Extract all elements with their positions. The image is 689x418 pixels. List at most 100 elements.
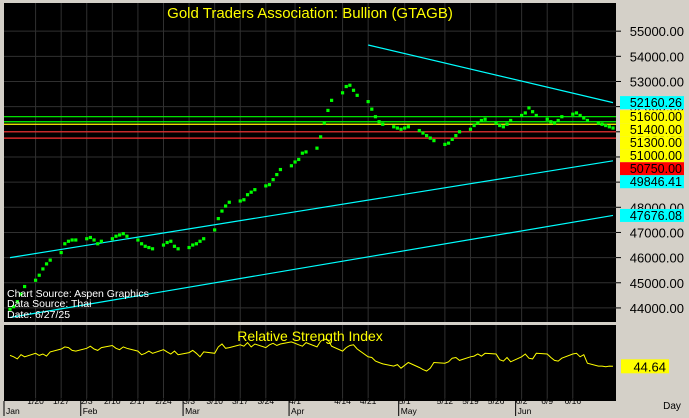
date-tick-label: 4/21 (360, 396, 377, 406)
price-point (377, 120, 381, 124)
date-tick-label: 5/1 (399, 396, 411, 406)
trendline[interactable] (9, 214, 614, 319)
price-axis-label: 46000.00 (630, 251, 684, 266)
price-point (392, 125, 396, 129)
price-level-tag-label: 51300.00 (630, 136, 682, 150)
price-point (92, 238, 96, 242)
date-tick-label: 4/1 (289, 396, 301, 406)
price-point (483, 117, 487, 121)
price-point (150, 247, 155, 251)
price-point (443, 142, 447, 146)
price-level-tag (620, 96, 684, 110)
price-point (326, 108, 330, 113)
price-point (220, 209, 224, 213)
price-point (213, 228, 217, 232)
price-point (534, 113, 538, 118)
price-point (596, 121, 600, 125)
price-level-tag (620, 162, 684, 176)
day-label: Day (663, 401, 681, 412)
price-point (330, 98, 334, 102)
price-point (121, 232, 125, 236)
price-point (501, 125, 505, 129)
price-point (574, 111, 579, 115)
rsi-line[interactable] (9, 338, 614, 372)
price-point (271, 178, 275, 182)
price-point (571, 112, 575, 116)
month-label: May (401, 406, 418, 416)
price-level-tag (620, 136, 684, 150)
price-point (23, 284, 27, 289)
price-point (194, 242, 198, 246)
price-point (373, 115, 378, 119)
date-tick-label: 3/3 (183, 396, 195, 406)
price-point (304, 150, 308, 154)
date-tick-label: 1/20 (27, 396, 44, 406)
price-point (66, 239, 71, 243)
price-level-tag-label: 51400.00 (630, 123, 682, 137)
rsi-title: Relative Strength Index (237, 328, 383, 344)
price-point (253, 188, 257, 192)
date-tick-label: 2/24 (155, 396, 172, 406)
price-point (245, 193, 250, 197)
price-point (428, 136, 432, 140)
price-point (238, 199, 242, 203)
price-point (59, 250, 63, 255)
price-point (560, 115, 564, 119)
date-tick-label: 5/26 (488, 396, 505, 406)
price-point (85, 237, 89, 241)
rsi-value-tag (621, 359, 669, 374)
price-point (527, 106, 531, 110)
price-point (403, 126, 407, 130)
month-label: Mar (185, 406, 200, 416)
date-tick-label: 2/3 (81, 396, 93, 406)
date-tick-label: 6/16 (565, 396, 582, 406)
price-point (297, 157, 301, 162)
price-point (476, 121, 480, 125)
month-label: Apr (291, 406, 304, 416)
price-point (15, 300, 19, 304)
price-point (611, 126, 615, 130)
price-plot-area[interactable] (4, 3, 616, 322)
price-level-tag (620, 149, 684, 163)
price-point (370, 107, 374, 111)
price-level-tag (620, 123, 684, 137)
price-point (202, 237, 206, 241)
date-tick-label: 3/24 (258, 396, 275, 406)
rsi-value-label: 44.64 (633, 359, 666, 374)
price-point (348, 83, 352, 87)
price-point (289, 164, 293, 168)
trendline[interactable] (9, 160, 614, 259)
date-tick-label: 3/17 (232, 396, 249, 406)
price-point (278, 167, 283, 172)
price-point (33, 278, 38, 282)
month-label: Jan (6, 406, 20, 416)
price-point (114, 234, 118, 238)
price-point (224, 204, 228, 208)
price-level-tag-label: 50750.00 (630, 162, 682, 176)
rsi-plot-area[interactable] (4, 325, 616, 401)
price-point (523, 111, 527, 115)
price-point (300, 151, 304, 155)
price-point (110, 237, 114, 241)
price-point (578, 113, 582, 118)
price-point (582, 116, 586, 120)
price-point (494, 121, 498, 125)
price-point (531, 110, 535, 114)
month-label: Feb (83, 406, 98, 416)
price-point (143, 244, 147, 248)
price-level-tag (620, 208, 684, 222)
price-point (19, 292, 23, 296)
price-point (12, 305, 16, 309)
price-point (136, 238, 140, 242)
price-axis-label: 45000.00 (630, 276, 684, 291)
price-point (99, 239, 103, 243)
price-axis-label: 53000.00 (630, 74, 684, 89)
price-level-tag (620, 110, 684, 124)
price-axis-label: 44000.00 (630, 301, 684, 316)
price-point (187, 245, 191, 250)
price-point (417, 128, 421, 133)
price-point (607, 125, 611, 129)
trendline[interactable] (368, 44, 614, 104)
price-point (315, 146, 319, 150)
